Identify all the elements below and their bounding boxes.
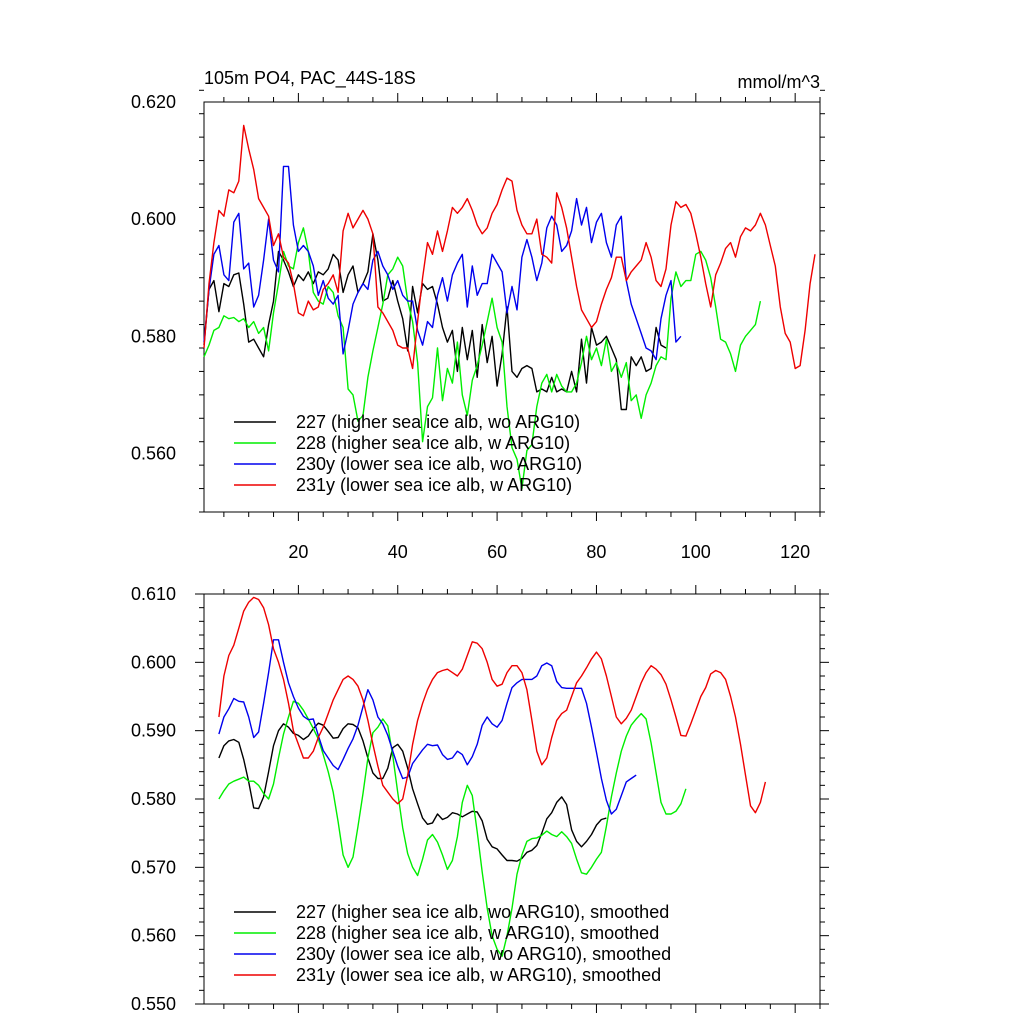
y-tick-label: 0.580: [131, 326, 176, 346]
legend-label-s227: 227 (higher sea ice alb, wo ARG10): [296, 412, 580, 432]
y-tick-label: 0.610: [131, 584, 176, 604]
y-tick-label: 0.560: [131, 443, 176, 463]
plot-frame: [203, 101, 821, 513]
top-chart-panel: 105m PO4, PAC_44S-18S mmol/m^3 20 40 60 80 1…: [131, 68, 825, 562]
y-tick-label: 0.620: [131, 92, 176, 112]
x-tick-label: 100: [681, 542, 711, 562]
y-tick-label: 0.590: [131, 721, 176, 741]
y-tick-label: 0.550: [131, 994, 176, 1014]
x-tick-label: 60: [487, 542, 507, 562]
units-label: mmol/m^3: [738, 72, 820, 92]
y-tick-label: 0.600: [131, 209, 176, 229]
x-tick-label: 20: [288, 542, 308, 562]
series-line-s227: [203, 233, 667, 411]
series-line-s230y: [218, 639, 637, 815]
legend-label-s231y: 231y (lower sea ice alb, w ARG10): [296, 475, 572, 495]
x-tick-label: 120: [780, 542, 810, 562]
legend-label-s231y: 231y (lower sea ice alb, w ARG10), smoot…: [296, 965, 661, 985]
series-line-s231y: [203, 124, 816, 370]
y-tick-label: 0.580: [131, 789, 176, 809]
legend-label-s230y: 230y (lower sea ice alb, wo ARG10): [296, 454, 582, 474]
chart-title: 105m PO4, PAC_44S-18S: [204, 68, 416, 89]
x-tick-label: 40: [388, 542, 408, 562]
series-line-s227: [218, 722, 607, 862]
legend-label-s230y: 230y (lower sea ice alb, wo ARG10), smoo…: [296, 944, 671, 964]
y-tick-label: 0.570: [131, 857, 176, 877]
y-tick-label: 0.600: [131, 652, 176, 672]
legend-label-s228: 228 (higher sea ice alb, w ARG10), smoot…: [296, 923, 659, 943]
y-tick-label: 0.560: [131, 926, 176, 946]
series-line-s231y: [218, 596, 767, 814]
legend-label-s227: 227 (higher sea ice alb, wo ARG10), smoo…: [296, 902, 669, 922]
bottom-chart-panel: 0.550 0.560 0.570 0.580 0.590 0.600 0.610 227 (…: [131, 584, 829, 1014]
series-line-s228: [203, 227, 762, 490]
x-tick-label: 80: [586, 542, 606, 562]
legend-label-s228: 228 (higher sea ice alb, w ARG10): [296, 433, 570, 453]
series-line-s230y: [203, 165, 682, 361]
